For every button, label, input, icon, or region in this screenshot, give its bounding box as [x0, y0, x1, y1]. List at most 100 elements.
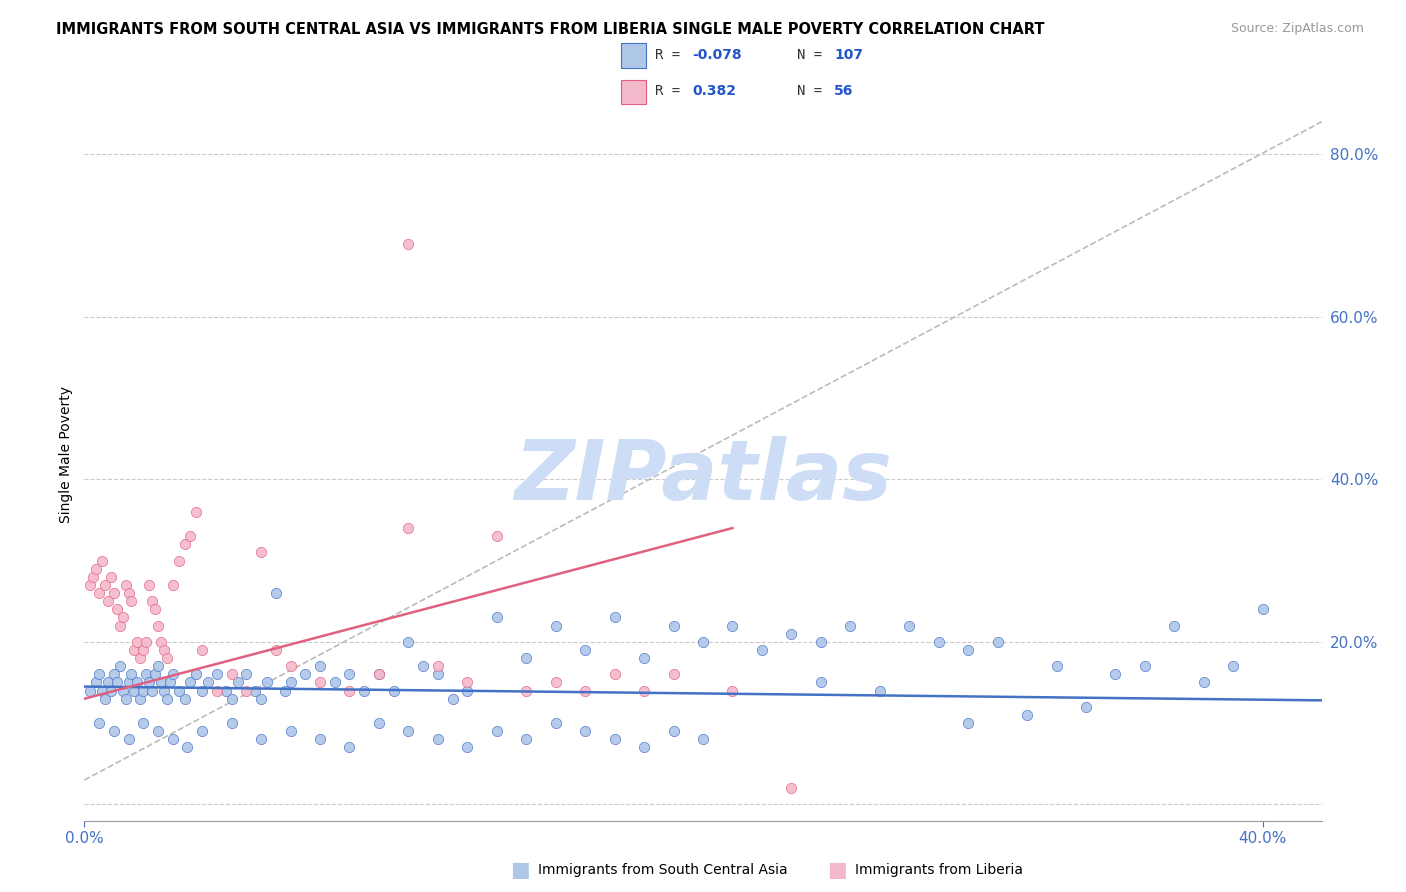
Point	[544, 716, 567, 731]
Point	[662, 667, 685, 681]
Point	[162, 578, 184, 592]
Text: R =: R =	[655, 85, 697, 98]
Point	[129, 651, 152, 665]
Point	[256, 675, 278, 690]
Point	[1045, 659, 1067, 673]
Point	[129, 691, 152, 706]
Point	[97, 675, 120, 690]
Point	[79, 578, 101, 592]
Point	[162, 667, 184, 681]
Point	[221, 667, 243, 681]
Text: -0.078: -0.078	[692, 48, 741, 62]
Point	[662, 724, 685, 739]
Point	[162, 732, 184, 747]
Point	[456, 740, 478, 755]
Point	[368, 667, 391, 681]
Point	[100, 570, 122, 584]
Point	[603, 732, 626, 747]
Point	[603, 667, 626, 681]
Point	[456, 683, 478, 698]
Bar	[621, 44, 645, 68]
Point	[149, 635, 172, 649]
Point	[280, 724, 302, 739]
Point	[114, 691, 136, 706]
Point	[91, 553, 114, 567]
Point	[1163, 618, 1185, 632]
Point	[898, 618, 921, 632]
Text: ■: ■	[827, 860, 846, 880]
Text: R =: R =	[655, 48, 689, 62]
Point	[396, 635, 419, 649]
Point	[456, 675, 478, 690]
Text: IMMIGRANTS FROM SOUTH CENTRAL ASIA VS IMMIGRANTS FROM LIBERIA SINGLE MALE POVERT: IMMIGRANTS FROM SOUTH CENTRAL ASIA VS IM…	[56, 22, 1045, 37]
Point	[138, 578, 160, 592]
Text: ■: ■	[510, 860, 530, 880]
Point	[515, 683, 537, 698]
Point	[235, 683, 257, 698]
Point	[426, 659, 449, 673]
Point	[1015, 708, 1038, 723]
Point	[127, 635, 149, 649]
Text: Immigrants from South Central Asia: Immigrants from South Central Asia	[538, 863, 789, 877]
Point	[124, 683, 146, 698]
Point	[396, 724, 419, 739]
Point	[108, 618, 131, 632]
Point	[94, 578, 117, 592]
Point	[1192, 675, 1215, 690]
Point	[135, 667, 157, 681]
Point	[957, 716, 980, 731]
Point	[156, 691, 179, 706]
Point	[153, 643, 176, 657]
Point	[382, 683, 405, 698]
Point	[264, 586, 287, 600]
Text: Immigrants from Liberia: Immigrants from Liberia	[855, 863, 1022, 877]
Point	[176, 740, 198, 755]
Text: ZIPatlas: ZIPatlas	[515, 436, 891, 517]
Point	[264, 643, 287, 657]
Point	[839, 618, 862, 632]
Point	[869, 683, 891, 698]
Point	[339, 683, 361, 698]
Point	[441, 691, 464, 706]
Point	[91, 683, 114, 698]
Text: 107: 107	[834, 48, 863, 62]
Point	[485, 529, 508, 543]
Point	[173, 691, 195, 706]
Point	[692, 732, 714, 747]
Point	[205, 667, 228, 681]
Point	[485, 610, 508, 624]
Point	[132, 643, 155, 657]
Point	[132, 716, 155, 731]
Point	[132, 683, 155, 698]
Point	[153, 683, 176, 698]
Point	[1251, 602, 1274, 616]
Point	[426, 732, 449, 747]
Point	[633, 683, 655, 698]
Point	[87, 667, 110, 681]
Point	[780, 781, 803, 796]
Point	[1104, 667, 1126, 681]
Point	[205, 683, 228, 698]
Point	[191, 643, 214, 657]
Point	[108, 659, 131, 673]
Point	[97, 594, 120, 608]
Point	[215, 683, 238, 698]
Point	[84, 562, 107, 576]
Point	[146, 618, 169, 632]
Text: 0.382: 0.382	[692, 85, 735, 98]
Point	[124, 643, 146, 657]
Point	[544, 675, 567, 690]
Point	[751, 643, 773, 657]
Point	[111, 683, 134, 698]
Point	[121, 594, 143, 608]
Point	[191, 683, 214, 698]
Point	[191, 724, 214, 739]
Point	[114, 578, 136, 592]
Point	[323, 675, 346, 690]
Point	[245, 683, 267, 698]
Point	[280, 675, 302, 690]
Point	[1074, 699, 1097, 714]
Point	[810, 635, 832, 649]
Point	[87, 586, 110, 600]
Point	[149, 675, 172, 690]
